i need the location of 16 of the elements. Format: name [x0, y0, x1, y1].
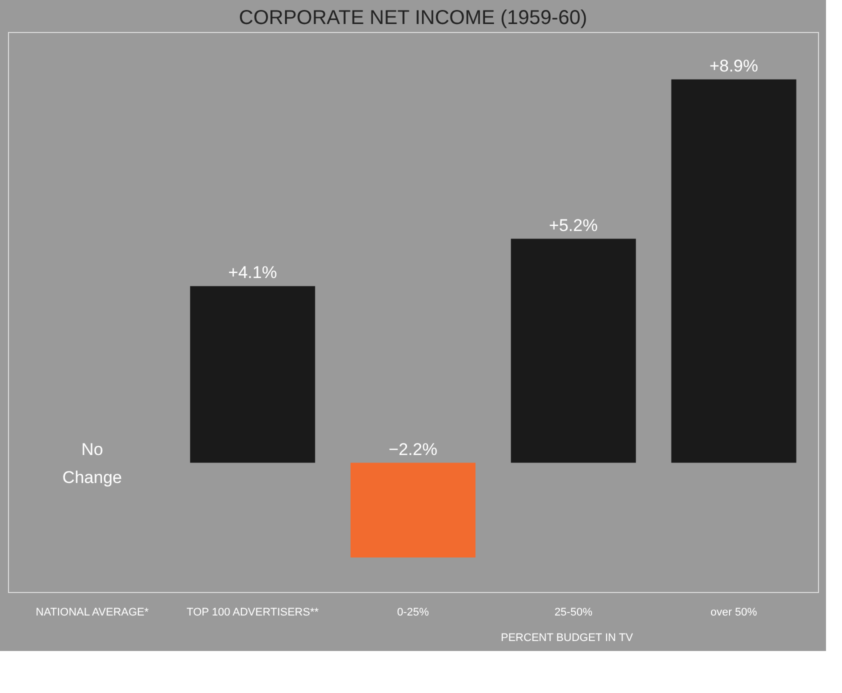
chart-title: CORPORATE NET INCOME (1959-60) [238, 7, 588, 29]
x-tick-label: NATIONAL AVERAGE* [36, 606, 150, 618]
data-label: −2.2% [388, 440, 438, 459]
text: PERCENT BUDGET IN TV [500, 632, 634, 644]
bar [190, 286, 316, 463]
x-tick-label: 25-50% [554, 606, 593, 618]
x-tick-label: TOP 100 ADVERTISERS** [186, 606, 320, 618]
data-label: +4.1% [228, 263, 277, 282]
data-label: No Change [62, 440, 122, 487]
x-tick-label: 0-25% [397, 606, 430, 618]
bar [671, 79, 796, 463]
data-label: +5.2% [549, 216, 598, 235]
bar [510, 238, 636, 463]
bar [350, 462, 476, 558]
data-label: +8.9% [709, 56, 758, 76]
x-tick-label: over 50% [710, 606, 758, 618]
